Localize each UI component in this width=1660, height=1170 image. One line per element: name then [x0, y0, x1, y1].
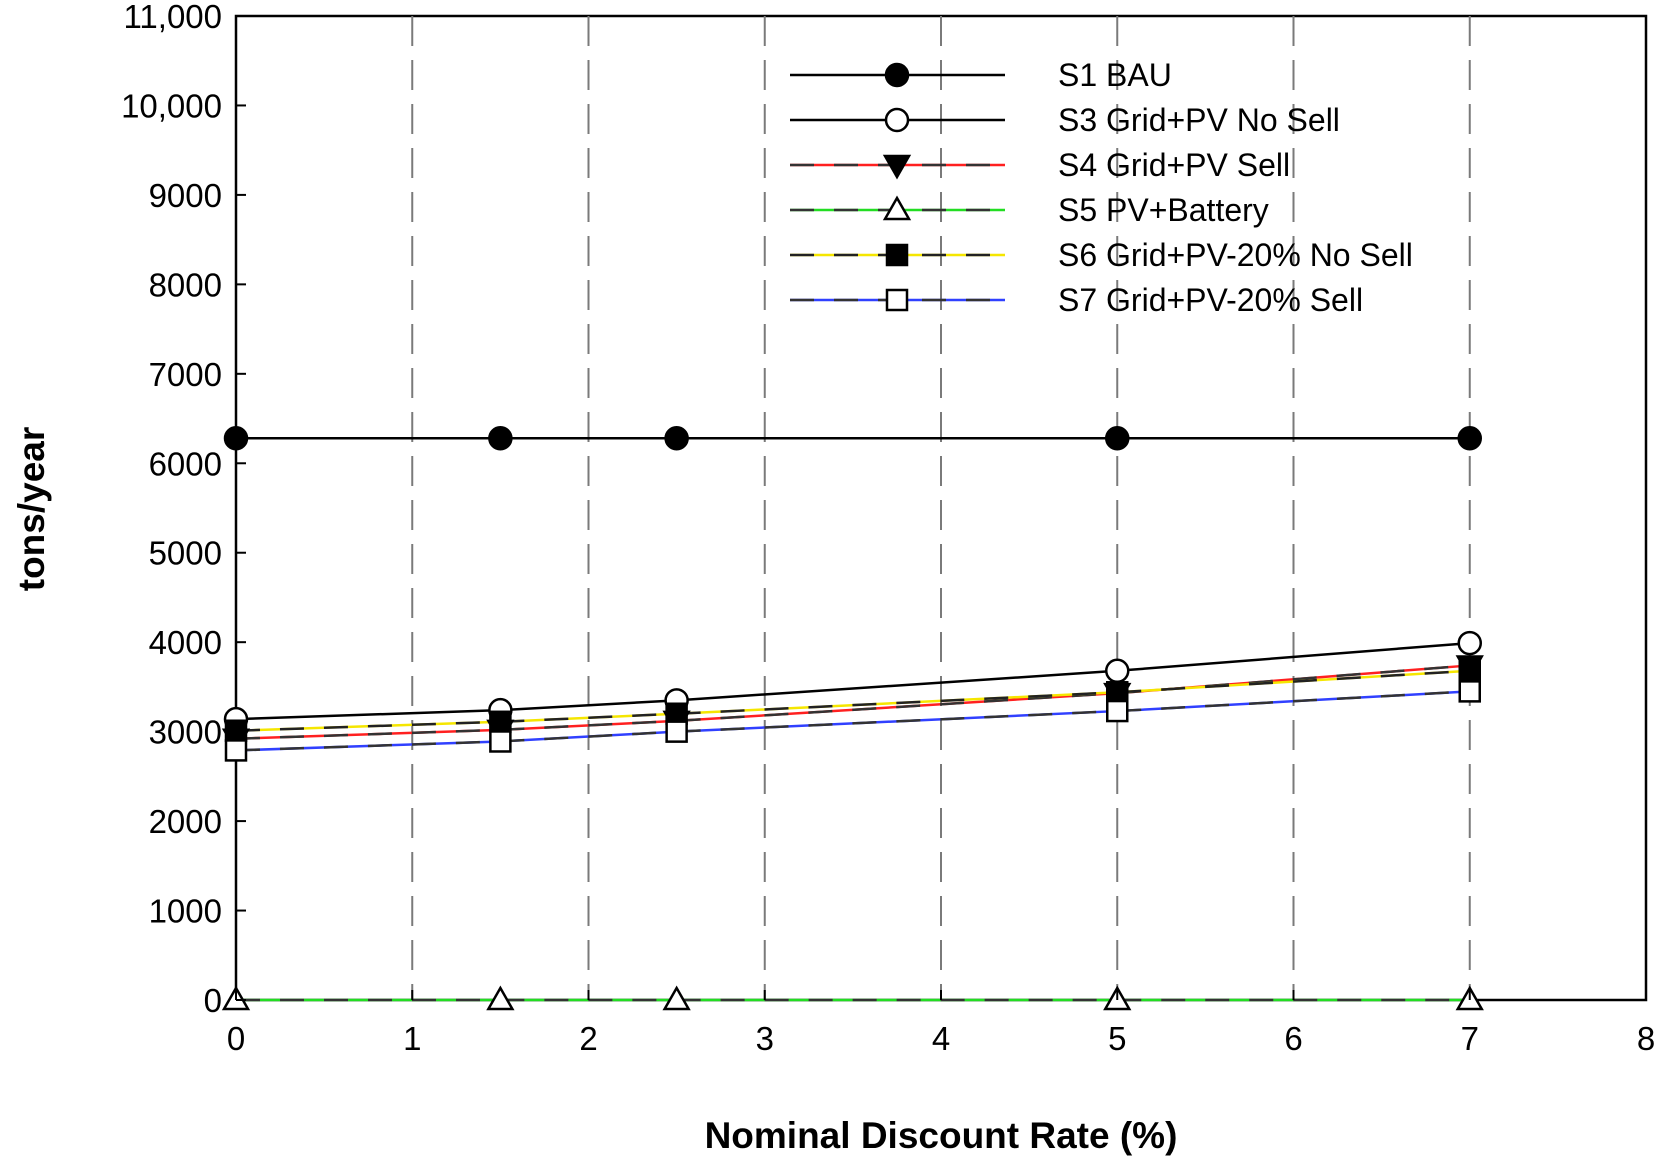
y-tick-label: 2000 [149, 803, 222, 840]
series-line-dash [500, 719, 677, 732]
data-point [1106, 699, 1129, 723]
series-line-dash [676, 691, 1118, 723]
y-tick-label: 9000 [149, 177, 222, 214]
data-point [1106, 681, 1129, 704]
x-tick-label: 4 [932, 1020, 950, 1057]
legend-label: S1 BAU [1058, 57, 1172, 93]
y-tick-label: 0 [204, 982, 222, 1019]
legend-item: S3 Grid+PV No Sell [790, 102, 1340, 138]
y-axis-title: tons/year [11, 427, 52, 592]
x-tick-label: 0 [227, 1020, 245, 1057]
series-line [676, 669, 1118, 702]
series-line-dash [676, 691, 1118, 715]
legend-label: S6 Grid+PV-20% No Sell [1058, 237, 1413, 273]
series-line-dash [235, 720, 501, 732]
legend-item: S5 PV+Battery [790, 192, 1269, 228]
legend-marker [885, 243, 909, 267]
x-axis: 0 1 2 3 4 5 6 7 8 [227, 990, 1655, 1057]
series-line-dash [1117, 690, 1470, 713]
series-line-dash [235, 740, 501, 752]
x-tick-label: 5 [1108, 1020, 1126, 1057]
y-tick-label: 6000 [149, 445, 222, 482]
legend-label: S5 PV+Battery [1058, 192, 1269, 228]
x-tick-label: 3 [756, 1020, 774, 1057]
data-point [223, 425, 249, 451]
data-point [224, 739, 248, 762]
x-tick-label: 2 [579, 1020, 597, 1057]
series-markers-1 [223, 425, 1482, 451]
legend-marker [884, 62, 910, 88]
legend-item: S4 Grid+PV Sell [790, 147, 1290, 183]
data-point [489, 730, 512, 753]
series-line [235, 708, 501, 721]
y-tick-label: 7000 [149, 356, 222, 393]
legend-marker [882, 195, 912, 221]
series-6 [235, 690, 1470, 752]
series-markers-6 [224, 680, 1481, 762]
legend-label: S7 Grid+PV-20% Sell [1058, 282, 1363, 318]
x-tick-label: 8 [1637, 1020, 1655, 1057]
series-line-dash [500, 730, 677, 743]
data-point [1458, 659, 1481, 683]
data-point [489, 710, 512, 734]
series-line [1117, 641, 1470, 673]
series-line-dash [235, 728, 501, 741]
series-5 [235, 669, 1470, 732]
grid [411, 16, 1471, 1000]
data-point [1105, 425, 1130, 451]
data-point [1458, 680, 1481, 703]
x-tick-label: 1 [403, 1020, 421, 1057]
legend-item: S6 Grid+PV-20% No Sell [790, 237, 1413, 273]
data-point [1105, 658, 1130, 684]
data-point [486, 985, 515, 1011]
y-tick-label: 1000 [149, 893, 222, 930]
y-tick-label: 10,000 [121, 87, 222, 124]
legend-marker [884, 107, 910, 133]
data-point [488, 425, 513, 451]
series-line-dash [500, 712, 677, 724]
data-point [662, 985, 691, 1011]
series-line [500, 699, 677, 712]
y-axis: 0 1000 2000 3000 4000 5000 6000 7000 8000 9000 10,… [121, 0, 246, 1019]
legend-marker [882, 154, 912, 180]
legend-label: S3 Grid+PV No Sell [1058, 102, 1340, 138]
data-point [664, 425, 689, 451]
x-tick-label: 6 [1284, 1020, 1302, 1057]
legend-label: S4 Grid+PV Sell [1058, 147, 1290, 183]
legend: S1 BAU S3 Grid+PV No Sell S4 Grid+PV Sell S… [790, 57, 1413, 318]
data-point [665, 720, 688, 743]
series-2 [235, 641, 1470, 721]
data-point [1457, 630, 1482, 656]
x-tick-label: 7 [1461, 1020, 1479, 1057]
legend-item: S7 Grid+PV-20% Sell [790, 282, 1363, 318]
y-tick-label: 11,000 [124, 0, 222, 35]
series-line-dash [676, 709, 1118, 733]
legend-item: S1 BAU [790, 57, 1172, 93]
series-line-dash [1117, 669, 1470, 694]
y-tick-label: 8000 [149, 266, 222, 303]
x-axis-title: Nominal Discount Rate (%) [705, 1115, 1178, 1156]
y-tick-label: 3000 [149, 714, 222, 751]
data-point [1457, 425, 1482, 451]
y-tick-label: 4000 [149, 624, 222, 661]
series-layer [221, 425, 1484, 1011]
legend-marker [885, 288, 909, 312]
y-tick-label: 5000 [149, 535, 222, 572]
